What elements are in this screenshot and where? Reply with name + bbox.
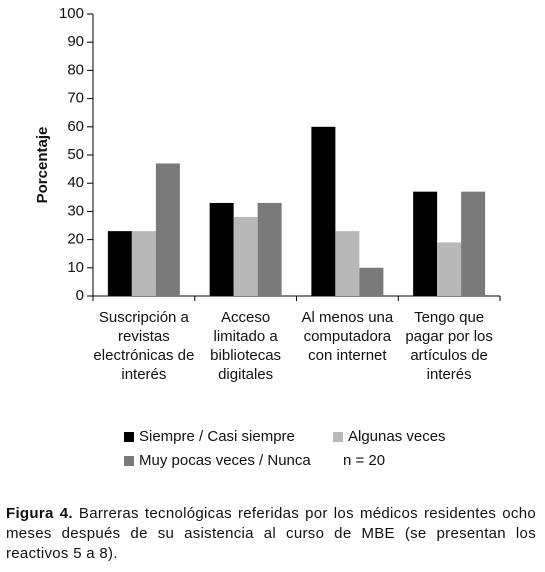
y-tick-label: 70 (67, 90, 84, 107)
legend-label: Muy pocas veces / Nunca (139, 452, 311, 469)
bar (107, 231, 132, 296)
bar (209, 202, 234, 296)
bar (359, 267, 384, 296)
bar (461, 191, 486, 296)
legend-swatch (333, 432, 343, 442)
bar (335, 231, 360, 296)
legend-label: Siempre / Casi siempre (139, 428, 295, 445)
caption-label: Figura 4. (6, 505, 73, 522)
bar (311, 126, 336, 296)
x-tick-label: Acceso limitado a bibliotecas digitales (210, 309, 282, 383)
annotation: n = 20 (343, 452, 385, 469)
x-tick-label: Tengo que pagar por los artículos de int… (405, 309, 493, 383)
y-axis-label: Porcentaje (34, 127, 51, 204)
y-tick-label: 50 (67, 146, 84, 163)
legend-swatch (124, 432, 134, 442)
y-tick-label: 0 (76, 287, 84, 304)
y-tick-label: 90 (67, 33, 84, 50)
caption: Figura 4. Barreras tecnológicas referida… (6, 504, 536, 564)
x-tick-label: Suscripción a revistas electrónicas de i… (93, 309, 195, 383)
bar (233, 217, 258, 296)
y-tick-label: 100 (59, 5, 84, 22)
caption-text: Barreras tecnológicas referidas por los … (6, 505, 537, 562)
bar (413, 191, 438, 296)
legend-label: Algunas veces (348, 428, 446, 445)
x-tick-label: Al menos una computadora con internet (301, 309, 394, 364)
y-tick-label: 30 (67, 202, 84, 219)
y-tick-label: 10 (67, 259, 84, 276)
chart: Porcentaje n = 20 0 10 20 30 40 50 60 70 80 90 100… (34, 5, 501, 469)
bar (437, 242, 462, 296)
bar (257, 202, 282, 296)
y-tick-label: 60 (67, 118, 84, 135)
y-tick-label: 80 (67, 61, 84, 78)
bar (155, 163, 180, 296)
y-tick-label: 40 (67, 174, 84, 191)
bar (131, 231, 156, 296)
legend-swatch (124, 456, 134, 466)
y-tick-label: 20 (67, 231, 84, 248)
